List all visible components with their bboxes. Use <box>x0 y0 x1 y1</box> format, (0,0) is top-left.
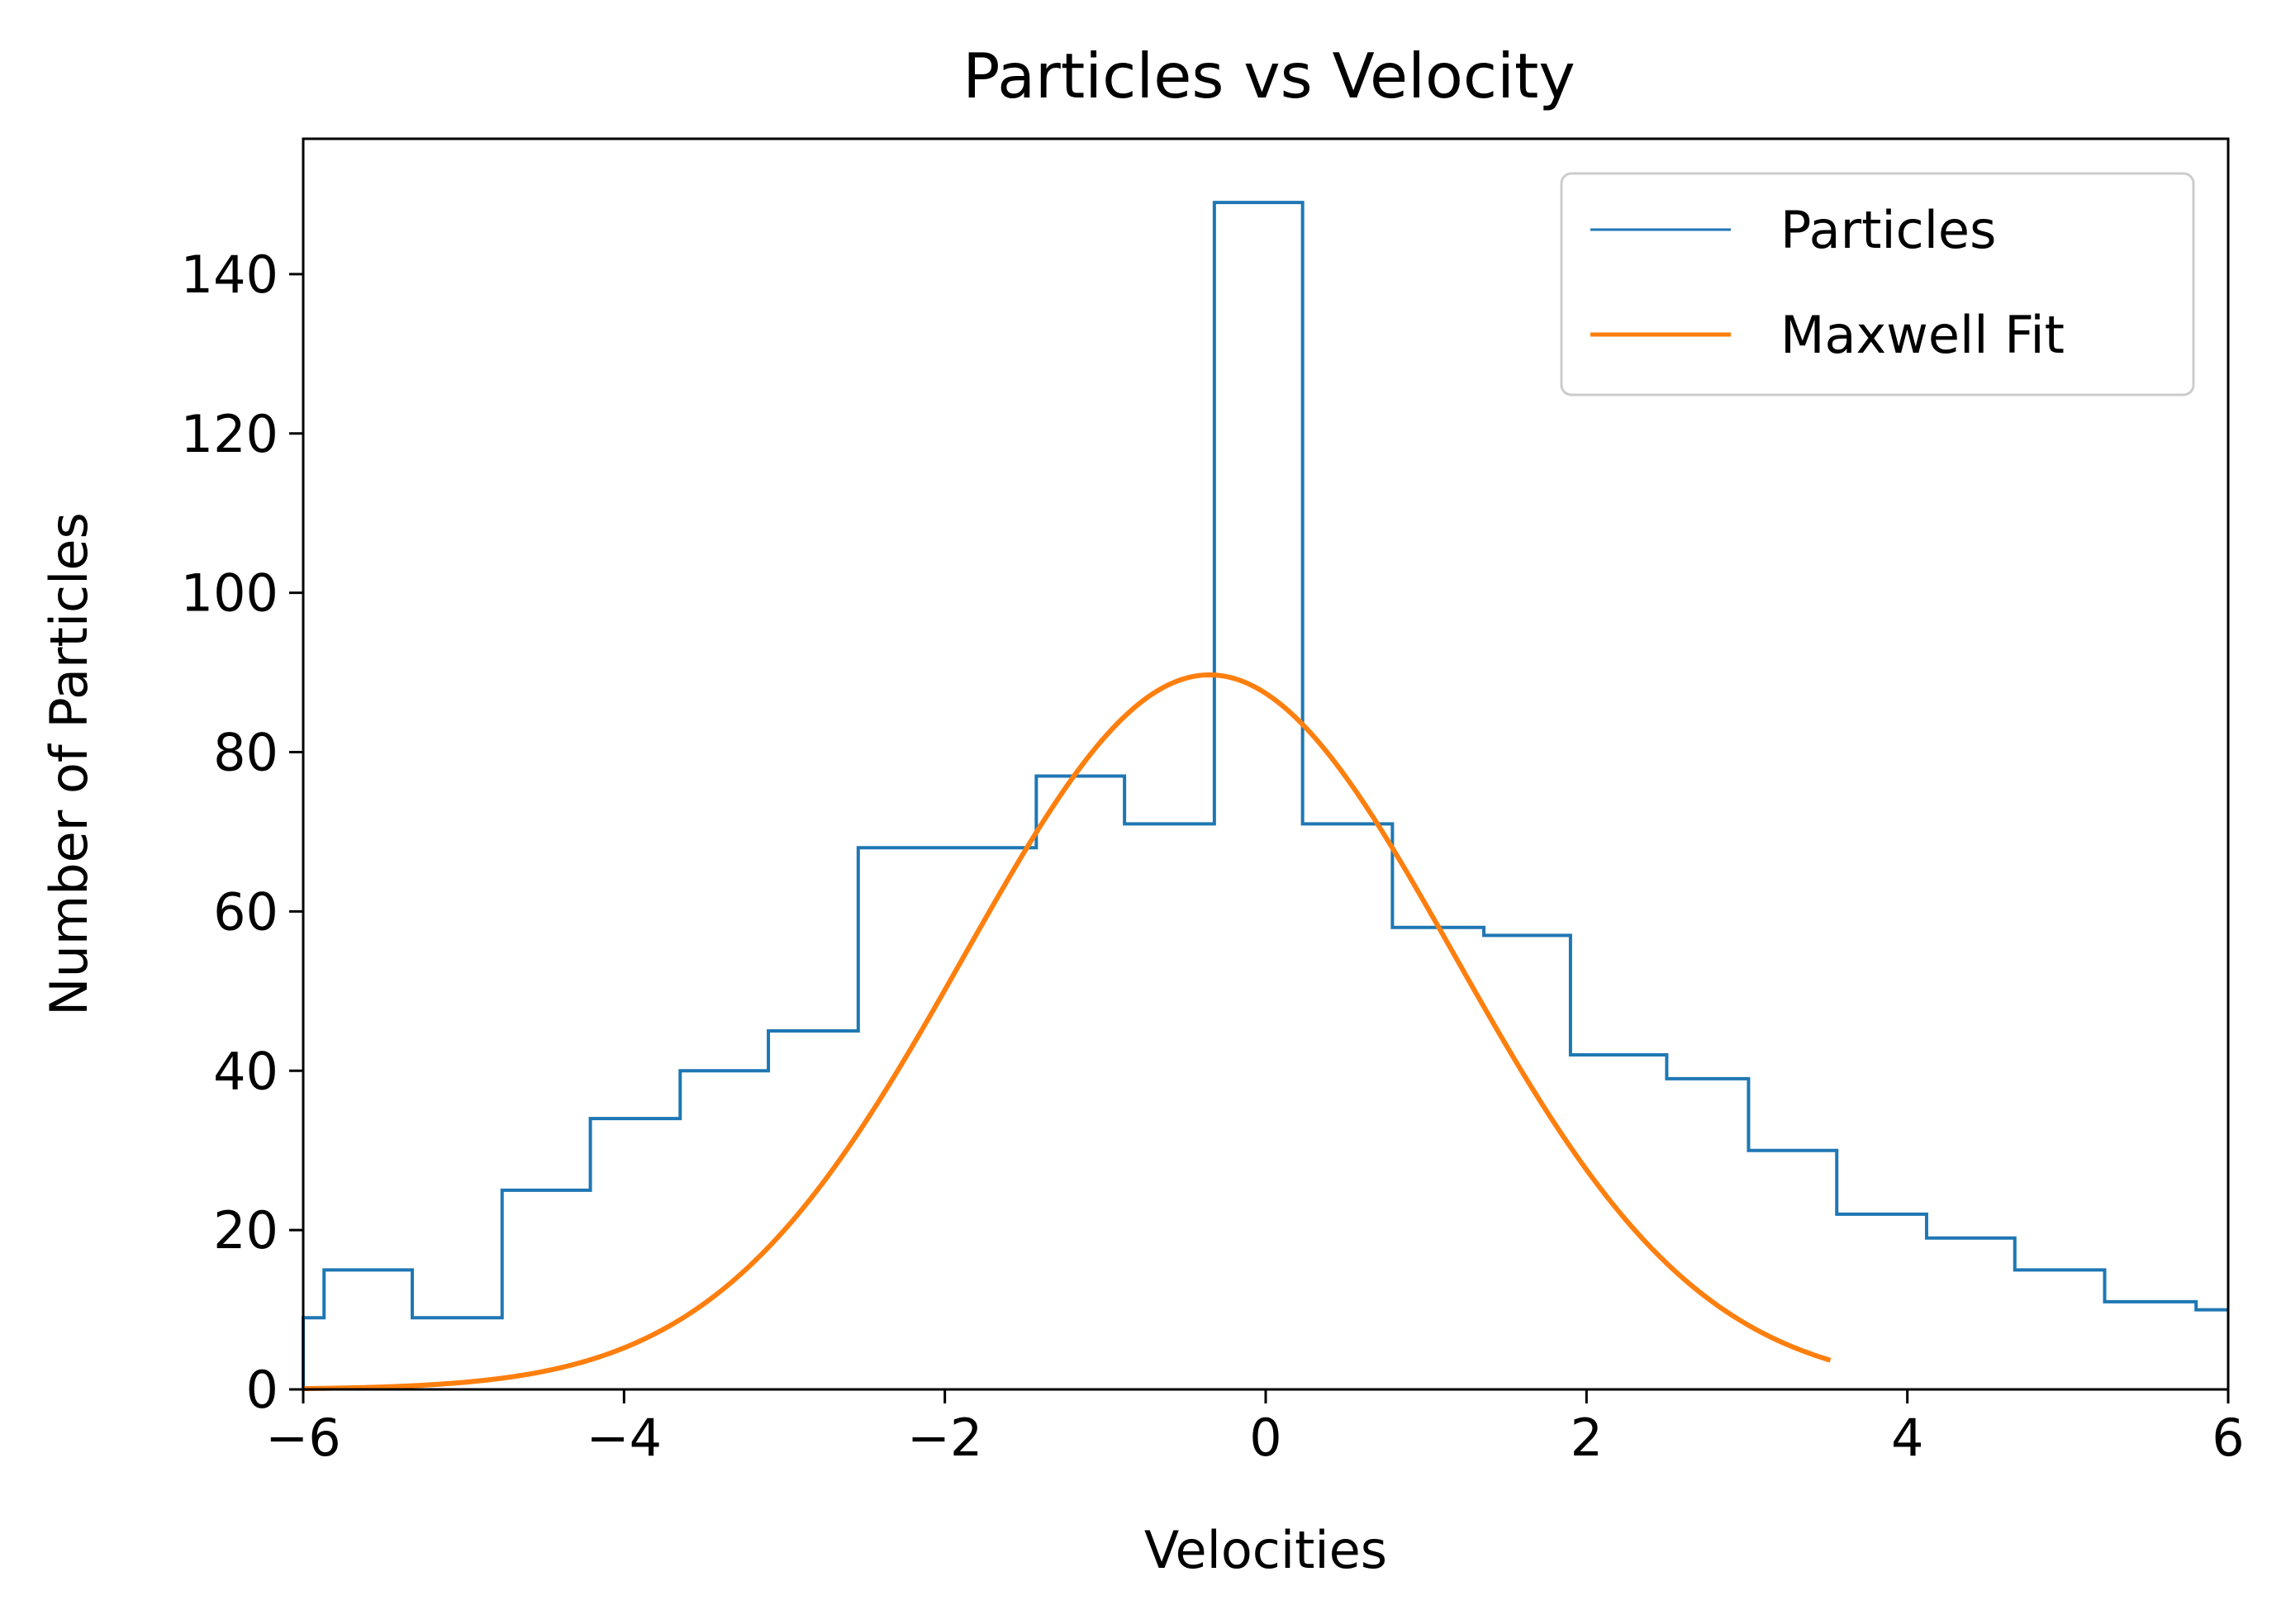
x-tick-label: −6 <box>265 1408 340 1468</box>
x-axis: −6 −4 −2 0 2 4 6 <box>265 1389 2245 1468</box>
y-tick-label: 20 <box>213 1200 278 1261</box>
legend-label-maxwell-fit: Maxwell Fit <box>1780 305 2065 365</box>
y-tick-label: 140 <box>181 245 278 305</box>
series-maxwell-fit-curve <box>302 672 1832 1392</box>
y-axis: 0 20 40 60 80 100 120 140 <box>181 245 303 1420</box>
chart-title: Particles vs Velocity <box>962 40 1575 112</box>
y-axis-label: Number of Particles <box>39 512 99 1016</box>
x-tick-label: 4 <box>1891 1408 1923 1468</box>
series-particles-histogram <box>302 201 2228 1389</box>
legend: Particles Maxwell Fit <box>1560 172 2195 397</box>
x-tick-label: −4 <box>587 1408 662 1468</box>
x-tick-label: 2 <box>1571 1408 1603 1468</box>
x-tick-label: 6 <box>2212 1408 2244 1468</box>
y-tick-label: 0 <box>246 1360 278 1420</box>
series-layer <box>302 201 2228 1392</box>
y-tick-label: 100 <box>181 563 278 624</box>
x-axis-label: Velocities <box>1144 1520 1387 1580</box>
y-tick-label: 80 <box>213 723 278 783</box>
legend-label-particles: Particles <box>1780 200 1996 260</box>
y-tick-label: 60 <box>213 881 278 942</box>
x-tick-label: 0 <box>1249 1408 1281 1468</box>
y-tick-label: 40 <box>213 1041 278 1101</box>
x-tick-label: −2 <box>907 1408 982 1468</box>
y-tick-label: 120 <box>181 404 278 464</box>
